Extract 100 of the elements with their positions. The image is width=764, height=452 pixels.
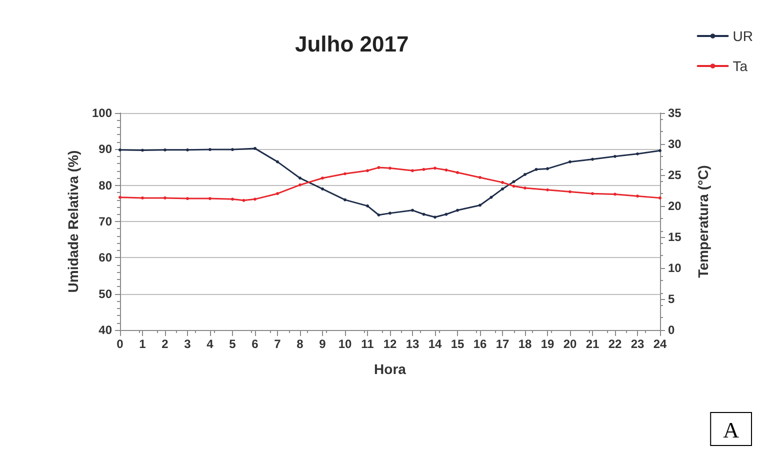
point — [512, 180, 516, 184]
y2-axis-title: Temperatura (°C) — [695, 165, 711, 278]
point — [490, 196, 493, 199]
point — [231, 198, 234, 201]
x-tick-label: 17 — [496, 337, 510, 351]
point — [546, 167, 549, 170]
x-tick-label: 20 — [563, 337, 577, 351]
point — [298, 183, 302, 186]
point — [321, 176, 324, 180]
point — [456, 208, 459, 212]
x-tick-label: 14 — [428, 337, 442, 351]
x-tick-label: 19 — [540, 337, 554, 351]
point — [388, 166, 392, 170]
x-tick-label: 21 — [586, 337, 600, 351]
x-tick-label: 7 — [274, 337, 282, 351]
y-tick-label: 40 — [98, 323, 112, 337]
y-tick-label: 60 — [98, 250, 112, 265]
y-tick-label: 50 — [98, 286, 112, 301]
point — [422, 168, 426, 171]
point — [591, 158, 594, 161]
x-tick-label: 3 — [184, 337, 192, 351]
point — [377, 166, 380, 170]
text: A — [723, 418, 740, 442]
point — [366, 169, 369, 172]
x-tick-label: 18 — [518, 337, 532, 351]
chart-title: Julho 2017 — [295, 32, 409, 56]
x-tick-label: 4 — [206, 337, 214, 351]
x-tick-label: 24 — [653, 337, 667, 351]
point — [186, 197, 189, 200]
point — [534, 168, 538, 171]
point — [444, 212, 448, 216]
y2-tick-label: 35 — [668, 106, 682, 120]
point — [501, 180, 504, 184]
x-tick-label: 13 — [406, 337, 420, 351]
y-tick-label: 70 — [98, 214, 112, 228]
point — [434, 166, 436, 170]
point — [254, 198, 256, 201]
legend-label: Ta — [732, 58, 748, 74]
point — [434, 216, 436, 219]
point — [568, 190, 572, 194]
x-tick-label: 8 — [296, 337, 304, 351]
point — [298, 176, 302, 180]
point — [411, 169, 414, 172]
point — [478, 204, 482, 207]
point — [614, 154, 616, 158]
point — [591, 192, 594, 196]
x-tick-label: 0 — [116, 337, 124, 351]
point — [118, 148, 122, 152]
x-tick-label: 5 — [229, 337, 236, 351]
line-series — [118, 166, 662, 202]
point — [164, 196, 166, 200]
point — [444, 168, 448, 172]
point — [321, 187, 324, 190]
point — [422, 212, 426, 216]
y2-tick-label: 15 — [668, 230, 682, 244]
point — [164, 148, 166, 152]
y2-tick-label: 0 — [668, 323, 675, 337]
line-series — [118, 146, 662, 219]
y2-tick-label: 30 — [668, 137, 682, 151]
point — [118, 196, 122, 199]
point — [344, 198, 346, 202]
point — [276, 160, 279, 164]
x-tick-label: 11 — [361, 337, 374, 351]
x-tick-label: 22 — [608, 337, 622, 351]
point — [242, 198, 246, 202]
x-tick-label: 2 — [162, 337, 169, 351]
point — [388, 212, 392, 215]
point — [546, 188, 549, 192]
y2-tick-label: 20 — [668, 199, 682, 213]
point — [636, 152, 639, 156]
x-axis-title: Hora — [374, 361, 406, 377]
point — [141, 196, 144, 200]
y-tick-label: 80 — [98, 178, 112, 192]
point — [377, 213, 380, 216]
point — [254, 146, 256, 150]
point — [344, 172, 346, 176]
point — [366, 204, 369, 208]
x-tick-label: 15 — [450, 337, 464, 351]
y2-tick-label: 10 — [668, 261, 682, 275]
point — [141, 148, 144, 152]
point — [614, 192, 616, 196]
point — [636, 194, 639, 198]
point — [276, 192, 279, 196]
point — [658, 196, 662, 200]
y-tick-label: 100 — [92, 106, 112, 120]
point — [501, 187, 504, 190]
x-tick-label: 1 — [139, 337, 146, 351]
point — [568, 160, 572, 164]
x-tick-label: 12 — [383, 337, 397, 351]
y-axis-title: Umidade Relativa (%) — [65, 150, 81, 293]
point — [411, 208, 414, 212]
y2-tick-label: 25 — [668, 168, 682, 182]
x-tick-label: 16 — [473, 337, 487, 351]
legend-label: UR — [732, 28, 754, 44]
x-tick-label: 10 — [338, 337, 352, 351]
point — [208, 197, 212, 200]
x-tick-label: 6 — [252, 337, 259, 351]
x-tick-label: 23 — [630, 337, 644, 351]
y2-tick-label: 5 — [668, 292, 675, 306]
point — [658, 149, 662, 152]
